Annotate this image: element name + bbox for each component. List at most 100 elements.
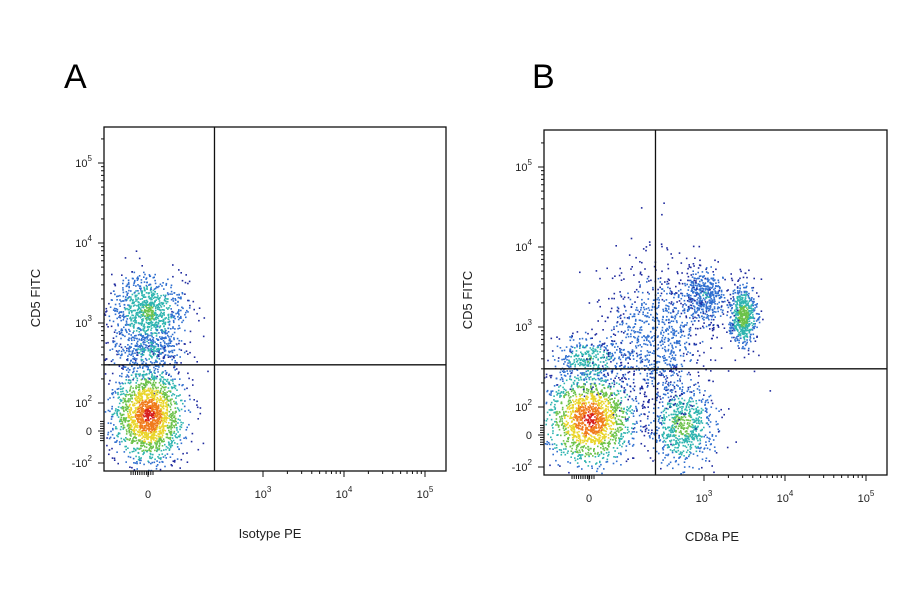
population-1 — [632, 359, 737, 475]
event-dot — [155, 434, 158, 437]
event-dot — [681, 382, 683, 385]
event-dot — [140, 324, 143, 326]
event-dot — [675, 422, 677, 425]
event-dot — [696, 437, 698, 440]
event-dot — [150, 334, 153, 336]
event-dot — [153, 326, 155, 328]
event-dot — [572, 405, 574, 407]
event-dot — [105, 311, 107, 313]
event-dot — [610, 404, 612, 406]
event-dot — [141, 349, 144, 351]
event-dot — [565, 433, 568, 435]
event-dot — [130, 354, 132, 356]
event-dot — [162, 411, 164, 413]
event-dot — [112, 427, 114, 430]
panel-a-y-axis-label: CD5 FITC — [28, 269, 43, 328]
event-dot — [145, 278, 147, 280]
event-dot — [156, 424, 159, 427]
event-dot — [141, 306, 143, 309]
event-dot — [126, 391, 129, 393]
event-dot — [678, 435, 680, 437]
event-dot — [175, 436, 177, 439]
event-dot — [165, 282, 168, 285]
event-dot — [562, 386, 564, 389]
event-dot — [134, 335, 136, 337]
event-dot — [572, 427, 575, 429]
event-dot — [636, 422, 638, 424]
event-dot — [576, 418, 578, 421]
event-dot — [158, 401, 161, 404]
event-dot — [568, 471, 570, 474]
event-dot — [168, 374, 170, 376]
event-dot — [126, 294, 128, 297]
event-dot — [605, 392, 607, 394]
event-dot — [128, 339, 130, 342]
event-dot — [637, 402, 640, 405]
event-dot — [135, 330, 138, 332]
event-dot — [137, 418, 139, 420]
event-dot — [148, 430, 150, 432]
event-dot — [176, 446, 179, 448]
event-dot — [615, 440, 617, 442]
event-dot — [140, 410, 143, 413]
event-dot — [125, 419, 127, 422]
event-dot — [569, 424, 571, 427]
event-dot — [594, 452, 596, 455]
event-dot — [633, 410, 635, 412]
event-dot — [117, 432, 120, 434]
event-dot — [122, 397, 125, 400]
event-dot — [663, 416, 665, 418]
event-dot — [125, 448, 127, 451]
event-dot — [678, 443, 680, 446]
event-dot — [139, 434, 142, 437]
event-dot — [158, 430, 160, 433]
event-dot — [130, 428, 133, 431]
event-dot — [667, 388, 670, 391]
event-dot — [157, 350, 160, 352]
event-dot — [153, 293, 156, 295]
event-dot — [168, 415, 170, 417]
event-dot — [611, 433, 613, 436]
event-dot — [187, 353, 189, 355]
event-dot — [554, 400, 556, 402]
event-dot — [178, 309, 180, 311]
event-dot — [187, 299, 189, 302]
event-dot — [123, 366, 126, 368]
event-dot — [622, 412, 624, 414]
event-dot — [130, 290, 132, 292]
event-dot — [578, 403, 580, 405]
event-dot — [582, 441, 584, 444]
event-dot — [669, 435, 672, 437]
event-dot — [152, 389, 154, 392]
event-dot — [121, 414, 123, 416]
event-dot — [139, 366, 141, 369]
event-dot — [131, 271, 133, 273]
event-dot — [628, 430, 630, 433]
event-dot — [600, 419, 603, 421]
event-dot — [689, 416, 692, 418]
event-dot — [171, 314, 173, 317]
event-dot — [120, 423, 122, 425]
event-dot — [150, 294, 153, 297]
event-dot — [160, 388, 162, 390]
event-dot — [671, 391, 673, 394]
event-dot — [112, 340, 114, 342]
event-dot — [155, 305, 157, 308]
event-dot — [635, 405, 637, 408]
event-dot — [584, 435, 586, 437]
event-dot — [581, 422, 583, 424]
event-dot — [141, 321, 143, 323]
event-dot — [164, 354, 166, 357]
event-dot — [605, 435, 607, 438]
event-dot — [176, 389, 178, 391]
event-dot — [141, 450, 143, 452]
event-dot — [170, 404, 173, 406]
event-dot — [571, 417, 574, 419]
event-dot — [173, 345, 175, 347]
event-dot — [590, 407, 593, 409]
event-dot — [608, 419, 610, 421]
event-dot — [144, 400, 147, 403]
event-dot — [196, 312, 198, 315]
event-dot — [602, 417, 605, 420]
event-dot — [117, 433, 120, 436]
